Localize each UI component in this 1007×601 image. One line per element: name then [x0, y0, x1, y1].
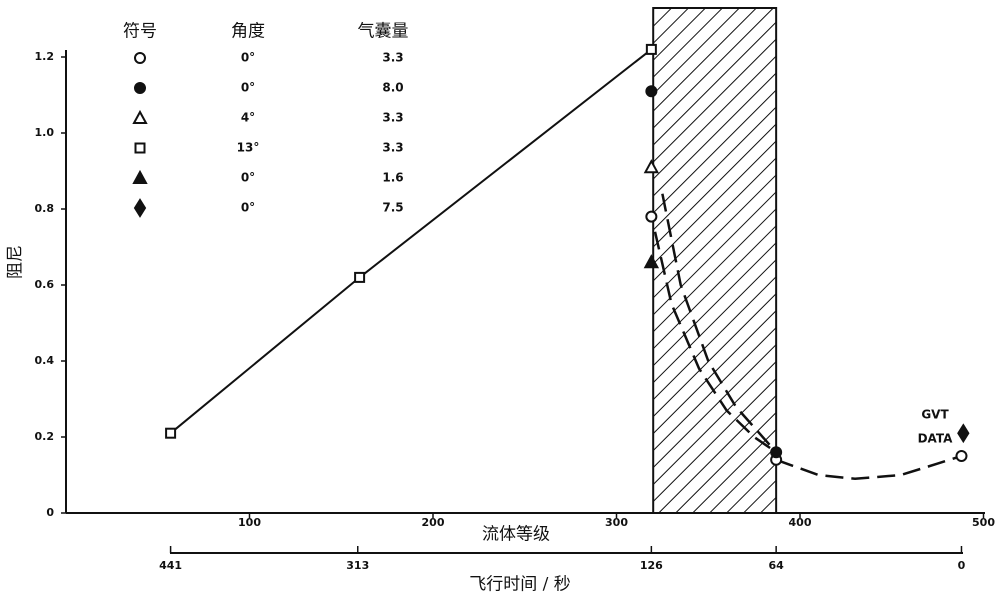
y-tick-label: 0.4 [35, 354, 55, 367]
legend-symbol [134, 82, 146, 94]
annotation: DATA [918, 432, 954, 446]
fit-curve [661, 193, 778, 454]
legend-symbol [134, 142, 146, 154]
series-line [169, 48, 652, 434]
fit-curve [653, 231, 777, 454]
legend-angle: 0° [241, 51, 255, 65]
x2-tick-label: 126 [640, 559, 663, 572]
data-point [957, 423, 970, 444]
legend-angle: 0° [241, 201, 255, 215]
legend-symbol [133, 198, 147, 218]
data-point [955, 450, 968, 462]
data-point [354, 271, 366, 283]
x2-tick-label: 313 [346, 559, 369, 572]
data-point [645, 210, 658, 223]
legend-amount: 7.5 [382, 201, 403, 215]
legend-symbol [132, 169, 148, 184]
legend-angle: 0° [241, 81, 255, 95]
y-tick-label: 0 [46, 506, 54, 519]
legend-amount: 3.3 [382, 111, 403, 125]
legend-amount: 3.3 [382, 51, 403, 65]
x-tick-label: 500 [972, 516, 995, 529]
legend-angle: 0° [241, 171, 255, 185]
legend-angle: 13° [237, 141, 260, 155]
x2-tick-label: 441 [159, 559, 182, 572]
x-tick-label: 100 [238, 516, 261, 529]
y-axis-label: 阻尼 [6, 245, 26, 279]
legend-amount: 1.6 [382, 171, 403, 185]
data-point [645, 43, 657, 55]
x-axis-label: 流体等级 [482, 525, 550, 545]
data-point [643, 159, 660, 174]
y-tick-label: 1.0 [35, 126, 55, 139]
data-point [770, 446, 783, 459]
y-tick-label: 0.2 [35, 430, 55, 443]
x2-tick-label: 0 [958, 559, 966, 572]
annotation: GVT [921, 408, 949, 422]
legend-amount: 3.3 [382, 141, 403, 155]
y-tick-label: 0.8 [35, 202, 55, 215]
legend-symbol [134, 52, 146, 64]
x2-tick-label: 64 [768, 559, 784, 572]
x-tick-label: 400 [789, 516, 812, 529]
legend-amount: 8.0 [382, 81, 403, 95]
data-point [643, 254, 660, 269]
data-point [165, 427, 177, 439]
legend-angle: 4° [241, 111, 255, 125]
legend-symbol [132, 109, 148, 124]
shaded-region [652, 7, 778, 514]
y-tick-label: 0.6 [35, 278, 55, 291]
x-tick-label: 300 [605, 516, 628, 529]
legend-header: 角度 [231, 22, 265, 42]
x-tick-label: 200 [422, 516, 445, 529]
x2-axis-label: 飞行时间 / 秒 [469, 575, 571, 595]
fit-curve [775, 454, 962, 481]
data-point [645, 85, 658, 98]
legend-header: 符号 [123, 22, 157, 42]
y-tick-label: 1.2 [35, 50, 55, 63]
legend-header: 气囊量 [358, 22, 409, 42]
